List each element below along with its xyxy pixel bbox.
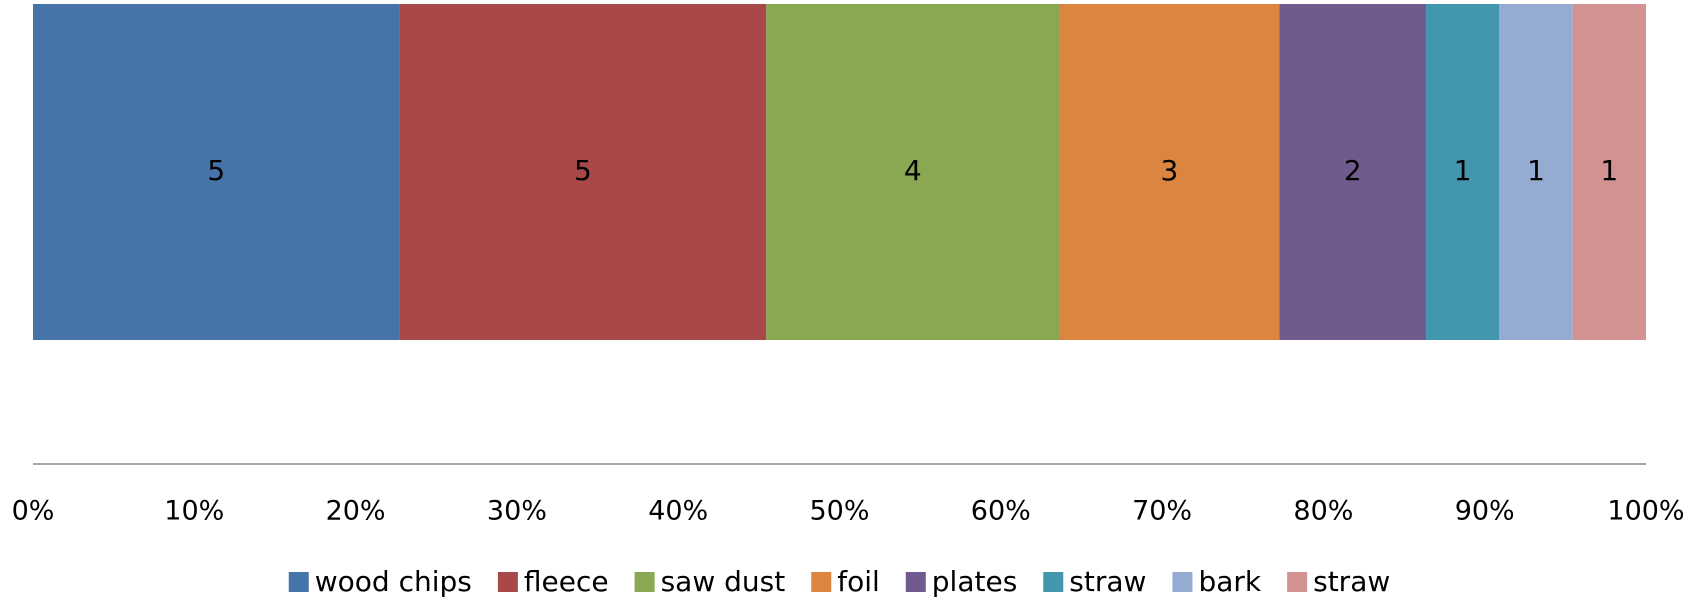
x-tick-label: 0%: [12, 496, 55, 527]
x-tick-label: 20%: [326, 496, 386, 527]
legend-swatch: [905, 572, 926, 592]
legend-label: foil: [837, 565, 880, 598]
legend-swatch: [1287, 572, 1308, 592]
bar-segment: [1572, 4, 1646, 340]
legend-label: wood chips: [315, 565, 472, 598]
legend-swatch: [634, 572, 655, 592]
data-label: 2: [1344, 154, 1362, 187]
data-label: 4: [904, 154, 922, 187]
x-tick-label: 40%: [648, 496, 708, 527]
bar-segment: [1279, 4, 1427, 340]
legend-label: straw: [1313, 565, 1390, 598]
legend-label: straw: [1069, 565, 1146, 598]
bar-segment: [1426, 4, 1500, 340]
bar-segment: [399, 4, 767, 340]
x-tick-label: 30%: [487, 496, 547, 527]
x-tick-label: 50%: [809, 496, 869, 527]
x-tick-label: 80%: [1293, 496, 1353, 527]
x-tick-label: 90%: [1455, 496, 1515, 527]
legend-swatch: [497, 572, 518, 592]
x-tick-label: 60%: [971, 496, 1031, 527]
legend-swatch: [1172, 572, 1193, 592]
legend-label: fleece: [524, 565, 609, 598]
data-label: 1: [1454, 154, 1472, 187]
data-label: 3: [1161, 154, 1179, 187]
x-tick-label: 100%: [1607, 496, 1684, 527]
data-label: 1: [1527, 154, 1545, 187]
legend-swatch: [811, 572, 832, 592]
data-label: 1: [1600, 154, 1618, 187]
bar-segment: [33, 4, 400, 340]
bar-segment: [1499, 4, 1573, 340]
x-tick-label: 70%: [1132, 496, 1192, 527]
bar-segment: [766, 4, 1060, 340]
legend-label: bark: [1198, 565, 1261, 598]
bar-segment: [1059, 4, 1280, 340]
legend-swatch: [288, 572, 309, 592]
legend-label: saw dust: [661, 565, 786, 598]
legend-swatch: [1043, 572, 1064, 592]
x-tick-label: 10%: [164, 496, 224, 527]
legend-label: plates: [932, 565, 1018, 598]
data-label: 5: [207, 154, 225, 187]
data-label: 5: [574, 154, 592, 187]
